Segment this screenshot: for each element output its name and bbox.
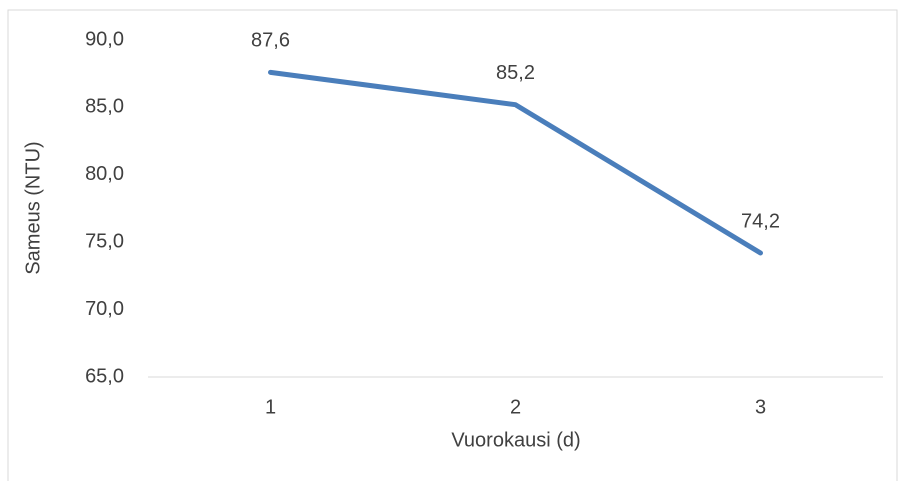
data-label: 85,2 <box>496 62 535 84</box>
x-tick-label: 1 <box>265 396 276 418</box>
data-label: 74,2 <box>741 210 780 232</box>
x-tick-label: 2 <box>510 396 521 418</box>
y-tick-label: 85,0 <box>85 96 124 118</box>
data-label: 87,6 <box>251 30 290 52</box>
y-tick-label: 80,0 <box>85 163 124 185</box>
x-axis-title: Vuorokausi (d) <box>451 429 580 451</box>
chart-frame <box>7 9 898 481</box>
x-tick-label: 3 <box>755 396 766 418</box>
y-axis-title: Sameus (NTU) <box>22 141 44 274</box>
y-tick-label: 65,0 <box>85 365 124 387</box>
y-tick-label: 75,0 <box>85 230 124 252</box>
y-tick-label: 70,0 <box>85 298 124 320</box>
line-series <box>268 69 763 256</box>
y-tick-label: 90,0 <box>85 28 124 50</box>
